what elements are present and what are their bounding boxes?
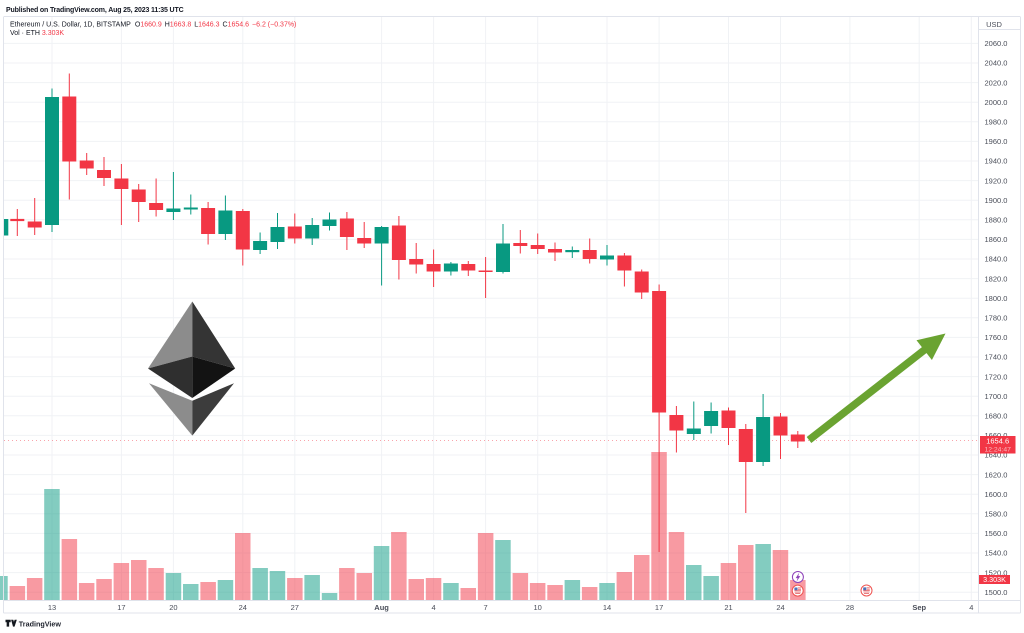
svg-text:1660.0: 1660.0 bbox=[985, 431, 1008, 440]
svg-text:1860.0: 1860.0 bbox=[985, 235, 1008, 244]
svg-text:1880.0: 1880.0 bbox=[985, 216, 1008, 225]
svg-text:12:24:47: 12:24:47 bbox=[984, 446, 1011, 453]
svg-text:1620.0: 1620.0 bbox=[985, 470, 1008, 479]
svg-text:1720.0: 1720.0 bbox=[985, 372, 1008, 381]
svg-text:28: 28 bbox=[846, 603, 854, 612]
svg-text:10: 10 bbox=[534, 603, 542, 612]
svg-text:14: 14 bbox=[603, 603, 611, 612]
svg-text:1560.0: 1560.0 bbox=[985, 529, 1008, 538]
svg-text:2040.0: 2040.0 bbox=[985, 59, 1008, 68]
svg-text:1820.0: 1820.0 bbox=[985, 274, 1008, 283]
svg-text:1960.0: 1960.0 bbox=[985, 137, 1008, 146]
svg-text:17: 17 bbox=[117, 603, 125, 612]
svg-text:1800.0: 1800.0 bbox=[985, 294, 1008, 303]
svg-text:2060.0: 2060.0 bbox=[985, 39, 1008, 48]
svg-text:20: 20 bbox=[169, 603, 177, 612]
svg-text:2000.0: 2000.0 bbox=[985, 98, 1008, 107]
svg-text:4: 4 bbox=[432, 603, 436, 612]
svg-text:27: 27 bbox=[291, 603, 299, 612]
svg-text:Aug: Aug bbox=[374, 603, 389, 612]
svg-text:1580.0: 1580.0 bbox=[985, 510, 1008, 519]
svg-text:1700.0: 1700.0 bbox=[985, 392, 1008, 401]
svg-text:17: 17 bbox=[655, 603, 663, 612]
svg-text:1900.0: 1900.0 bbox=[985, 196, 1008, 205]
svg-text:Vol · ETH 3.303K: Vol · ETH 3.303K bbox=[10, 30, 64, 37]
svg-text:TradingView: TradingView bbox=[19, 619, 62, 628]
svg-text:1540.0: 1540.0 bbox=[985, 549, 1008, 558]
svg-text:1600.0: 1600.0 bbox=[985, 490, 1008, 499]
svg-text:Published on TradingView.com,: Published on TradingView.com, Aug 25, 20… bbox=[6, 7, 184, 14]
svg-text:USD: USD bbox=[986, 20, 1002, 29]
svg-text:Sep: Sep bbox=[912, 603, 926, 612]
svg-text:1840.0: 1840.0 bbox=[985, 255, 1008, 264]
svg-text:1520.0: 1520.0 bbox=[985, 568, 1008, 577]
svg-text:13: 13 bbox=[48, 603, 56, 612]
svg-text:2020.0: 2020.0 bbox=[985, 78, 1008, 87]
svg-text:1640.0: 1640.0 bbox=[985, 451, 1008, 460]
svg-text:24: 24 bbox=[239, 603, 247, 612]
svg-text:1980.0: 1980.0 bbox=[985, 118, 1008, 127]
svg-text:1740.0: 1740.0 bbox=[985, 353, 1008, 362]
svg-text:1654.6: 1654.6 bbox=[986, 437, 1009, 446]
svg-text:Ethereum / U.S. Dollar, 1D, BI: Ethereum / U.S. Dollar, 1D, BITSTAMP O166… bbox=[10, 22, 296, 29]
svg-text:3.303K: 3.303K bbox=[983, 575, 1006, 584]
svg-text:1680.0: 1680.0 bbox=[985, 412, 1008, 421]
svg-text:1760.0: 1760.0 bbox=[985, 333, 1008, 342]
svg-text:7: 7 bbox=[484, 603, 488, 612]
svg-text:24: 24 bbox=[776, 603, 784, 612]
svg-text:1780.0: 1780.0 bbox=[985, 314, 1008, 323]
svg-text:21: 21 bbox=[724, 603, 732, 612]
svg-text:1920.0: 1920.0 bbox=[985, 176, 1008, 185]
svg-text:4: 4 bbox=[969, 603, 973, 612]
svg-text:1500.0: 1500.0 bbox=[985, 588, 1008, 597]
svg-text:1940.0: 1940.0 bbox=[985, 157, 1008, 166]
